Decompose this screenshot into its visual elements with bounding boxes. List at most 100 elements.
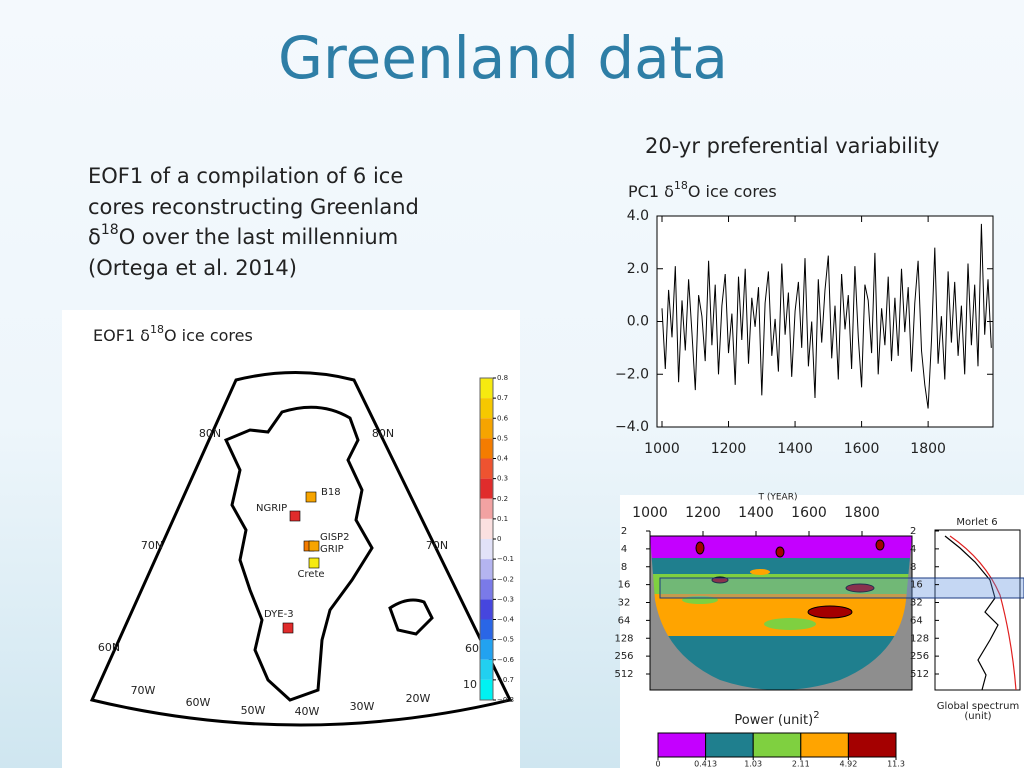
slide-title: Greenland data bbox=[278, 24, 728, 92]
colorbar-tick-label: 2.11 bbox=[792, 760, 810, 769]
spectrum-unit: (unit) bbox=[964, 711, 991, 722]
colorbar-tick-label: 1.03 bbox=[744, 760, 762, 769]
colorbar-tick-label: 0 bbox=[497, 535, 501, 543]
station-marker bbox=[289, 510, 301, 522]
colorbar-bin bbox=[480, 458, 493, 479]
y-tick-label: 8 bbox=[621, 562, 627, 573]
map-panel bbox=[62, 310, 520, 768]
station-label: GISP2 bbox=[320, 532, 349, 543]
y-tick-label: −4.0 bbox=[615, 419, 649, 435]
y-tick-label: 128 bbox=[614, 633, 633, 644]
wavelet-layer: 1000 1200 1400 1600 1800 2 2 4 4 8 8 16 16 32 32 64 64 12… bbox=[614, 505, 939, 769]
colorbar-tick-label: −0.6 bbox=[497, 656, 515, 664]
spectrum-curve bbox=[944, 535, 999, 691]
spectrum-title: Morlet 6 bbox=[956, 517, 997, 528]
wavelet-frame bbox=[649, 535, 913, 691]
station-label: GRIP bbox=[320, 544, 344, 555]
colorbar-bin bbox=[480, 579, 493, 600]
y-tick-label: 512 bbox=[614, 669, 633, 680]
colorbar-bin bbox=[705, 732, 754, 758]
x-tick-label: 1600 bbox=[791, 505, 827, 521]
spectrum-xlabel: Global spectrum bbox=[937, 701, 1019, 712]
greenland-outline bbox=[223, 405, 374, 702]
grid-label: 80N bbox=[199, 427, 221, 440]
colorbar-bin bbox=[480, 619, 493, 640]
station-label: B18 bbox=[321, 487, 341, 498]
x-tick-label: 1400 bbox=[777, 441, 813, 457]
station-marker bbox=[305, 491, 317, 503]
colorbar-bin bbox=[480, 378, 493, 399]
colorbar-tick-label: 0.7 bbox=[497, 394, 508, 402]
y-tick-label: 4 bbox=[910, 544, 916, 555]
superscript: 18 bbox=[150, 323, 164, 336]
colorbar-bin bbox=[480, 438, 493, 459]
grid-label: 70W bbox=[131, 684, 156, 697]
wavelet-field bbox=[650, 536, 912, 690]
y-tick-label: 4 bbox=[621, 544, 627, 555]
superscript: 18 bbox=[101, 222, 119, 238]
map-layer: 0.8 0.7 0.6 0.5 0.4 0.3 0.2 0.1 0 −0.1 −0.2 −0.3 −0.… bbox=[98, 374, 515, 718]
pc1-line bbox=[661, 223, 992, 409]
colorbar-bin bbox=[657, 732, 707, 758]
y-tick-label: 0.0 bbox=[627, 314, 649, 330]
x-tick-label: 1200 bbox=[711, 441, 747, 457]
colorbar-bin bbox=[752, 732, 802, 758]
pc1-frame bbox=[656, 215, 994, 428]
description-line: δ18O over the last millennium bbox=[88, 222, 398, 249]
colorbar-tick-label: 0.5 bbox=[497, 434, 508, 442]
colorbar-bin bbox=[847, 732, 897, 758]
y-tick-label: 2 bbox=[910, 526, 916, 537]
pc1-label: PC1 δ18O ice cores bbox=[628, 179, 777, 201]
colorbar-tick-label: −0.5 bbox=[497, 636, 514, 644]
map bbox=[89, 371, 513, 727]
y-tick-label: 64 bbox=[910, 615, 923, 626]
description: EOF1 of a compilation of 6 ice cores rec… bbox=[88, 164, 419, 280]
y-tick-label: 8 bbox=[910, 562, 916, 573]
grid-label: 60 bbox=[465, 642, 479, 655]
text-part: O over the last millennium bbox=[119, 225, 399, 249]
y-tick-label: 128 bbox=[910, 633, 929, 644]
text-part: EOF1 δ bbox=[93, 326, 150, 345]
colorbar-bin bbox=[480, 498, 493, 519]
colorbar-tick-label: −0.2 bbox=[497, 575, 514, 583]
highlight-band bbox=[659, 577, 1024, 599]
grid-label: 80N bbox=[372, 427, 394, 440]
superscript: 18 bbox=[674, 179, 688, 192]
grid-label: 60N bbox=[98, 641, 120, 654]
colorbar-bin bbox=[800, 732, 849, 758]
y-tick-label: 2.0 bbox=[627, 261, 649, 277]
colorbar-label: Power (unit)2 bbox=[734, 710, 819, 728]
colorbar-bin bbox=[480, 418, 493, 439]
grid-label: 50W bbox=[241, 704, 266, 717]
x-tick-label: 1800 bbox=[844, 505, 880, 521]
y-tick-label: 512 bbox=[910, 669, 929, 680]
y-tick-label: 2 bbox=[621, 526, 627, 537]
colorbar-bin bbox=[480, 398, 493, 419]
colorbar-tick-label: 0.6 bbox=[497, 414, 509, 422]
superscript: 2 bbox=[813, 710, 819, 721]
colorbar-tick-label: 0.413 bbox=[694, 760, 717, 769]
station-label: Crete bbox=[297, 569, 324, 580]
iceland-outline bbox=[388, 598, 434, 636]
colorbar-tick-label: −0.7 bbox=[497, 676, 514, 684]
station-marker bbox=[282, 622, 294, 634]
map-label: EOF1 δ18O ice cores bbox=[93, 323, 253, 345]
spectrum-frame bbox=[934, 529, 1021, 691]
x-tick-label: 1000 bbox=[644, 441, 680, 457]
grid-label: 20W bbox=[406, 692, 431, 705]
grid-label: 60W bbox=[186, 696, 211, 709]
colorbar-tick-label: −0.4 bbox=[497, 616, 515, 624]
text-part: Power (unit) bbox=[734, 713, 813, 728]
pc1-layer: 4.0 2.0 0.0 −2.0 −4.0 1000 1200 1400 1600 1800 bbox=[615, 208, 993, 457]
colorbar-tick-label: 11.3 bbox=[887, 760, 905, 769]
colorbar-tick-label: 0.1 bbox=[497, 515, 508, 523]
grid-label: 30W bbox=[350, 700, 375, 713]
text-part: PC1 δ bbox=[628, 182, 674, 201]
station-label: DYE-3 bbox=[264, 609, 294, 620]
grid-label: 40W bbox=[295, 705, 320, 718]
colorbar-bin bbox=[480, 659, 493, 680]
colorbar-tick-label: 4.92 bbox=[839, 760, 857, 769]
grid-label: 10 bbox=[463, 678, 477, 691]
description-line: (Ortega et al. 2014) bbox=[88, 256, 297, 280]
